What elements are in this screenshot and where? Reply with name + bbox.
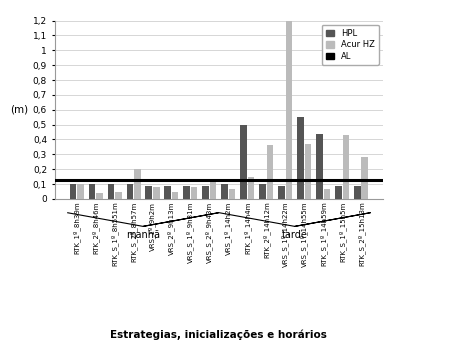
- Bar: [202, 186, 208, 199]
- Bar: [134, 169, 140, 199]
- Y-axis label: (m): (m): [10, 105, 28, 115]
- Bar: [164, 186, 171, 199]
- Bar: [107, 184, 114, 199]
- Bar: [183, 186, 190, 199]
- Bar: [209, 180, 216, 199]
- Bar: [342, 135, 349, 199]
- Bar: [266, 145, 273, 199]
- Bar: [126, 184, 133, 199]
- Text: tarde: tarde: [281, 230, 307, 240]
- Bar: [145, 186, 152, 199]
- Bar: [221, 184, 228, 199]
- Text: Estrategias, inicializações e horários: Estrategias, inicializações e horários: [110, 329, 327, 340]
- Legend: HPL, Acur HZ, AL: HPL, Acur HZ, AL: [321, 25, 378, 65]
- Bar: [172, 191, 178, 199]
- Bar: [304, 144, 311, 199]
- Bar: [115, 191, 121, 199]
- Bar: [88, 184, 95, 199]
- Bar: [315, 133, 322, 199]
- Bar: [278, 186, 284, 199]
- Bar: [190, 187, 197, 199]
- Bar: [152, 187, 159, 199]
- Bar: [353, 186, 360, 199]
- Bar: [323, 189, 329, 199]
- Bar: [70, 184, 76, 199]
- Text: manhã: manhã: [126, 230, 160, 240]
- Bar: [228, 189, 235, 199]
- Bar: [297, 117, 303, 199]
- Bar: [259, 184, 265, 199]
- Bar: [334, 186, 341, 199]
- Bar: [247, 177, 254, 199]
- Bar: [240, 125, 247, 199]
- Bar: [77, 184, 84, 199]
- Bar: [285, 19, 292, 199]
- Bar: [361, 157, 367, 199]
- Bar: [96, 193, 102, 199]
